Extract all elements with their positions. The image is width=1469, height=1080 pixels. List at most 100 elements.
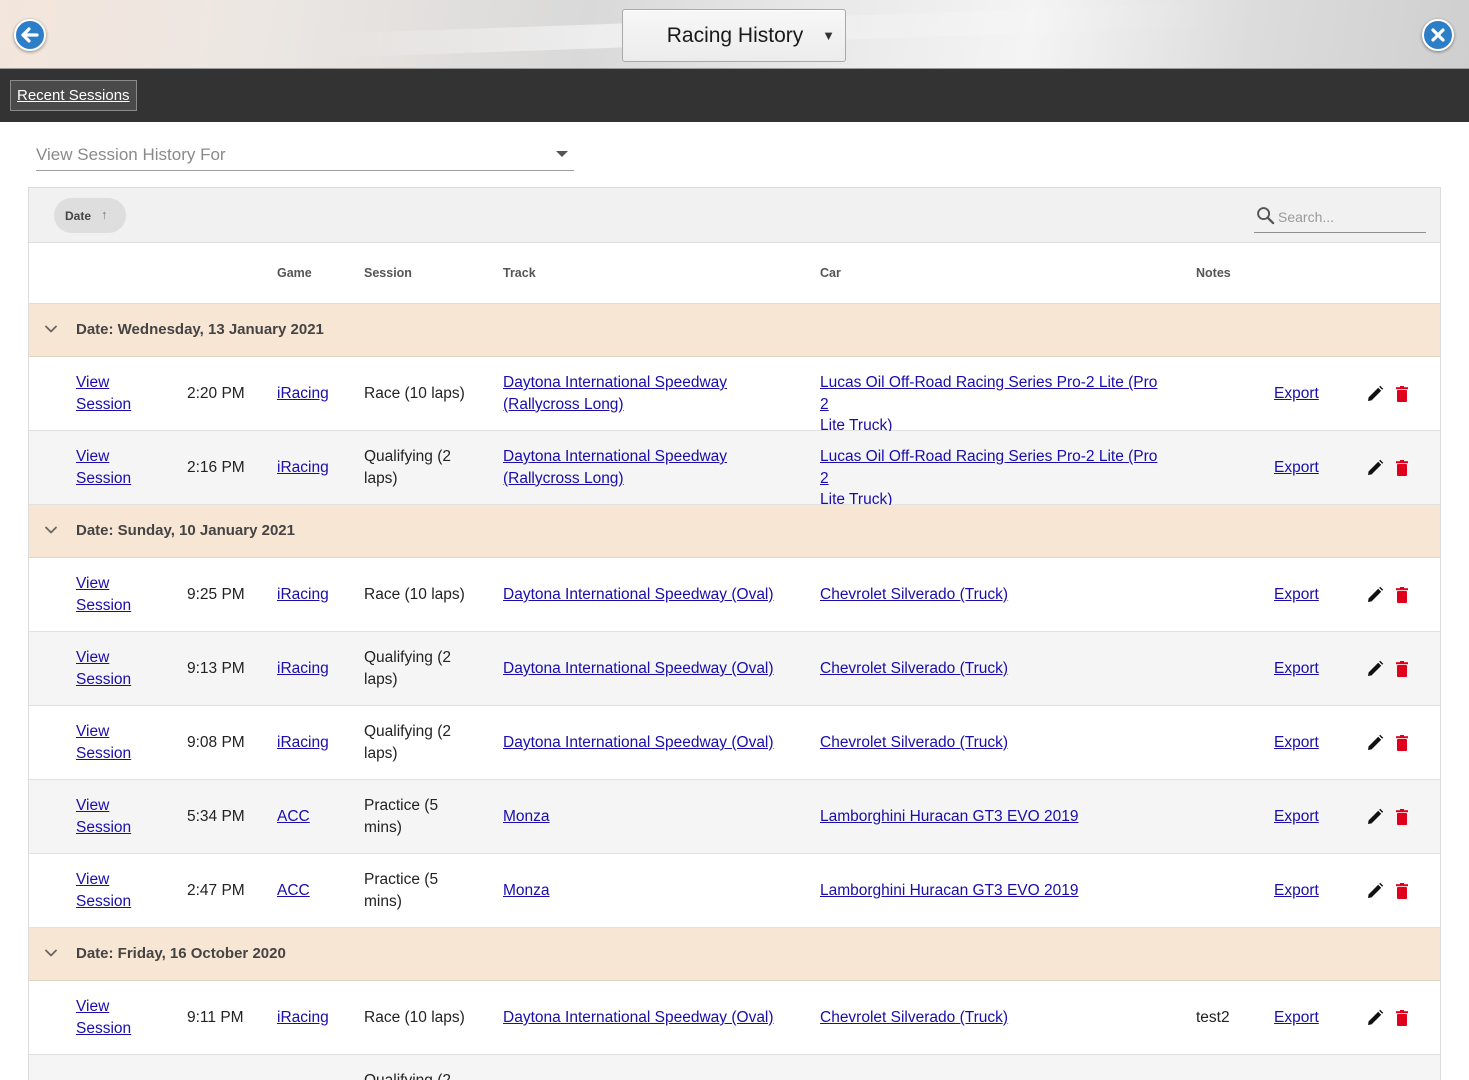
close-button[interactable]: [1422, 19, 1454, 51]
pencil-icon[interactable]: [1366, 1009, 1384, 1027]
game-link[interactable]: iRacing: [277, 385, 329, 402]
back-button[interactable]: [14, 19, 46, 51]
table-row: View Session 9:11 PM iRacing Race (10 laps) D…: [29, 981, 1440, 1055]
game-link[interactable]: iRacing: [277, 660, 329, 677]
car-link[interactable]: Chevrolet Silverado (Truck): [820, 660, 1008, 677]
pencil-icon[interactable]: [1366, 660, 1384, 678]
car-link[interactable]: Lamborghini Huracan GT3 EVO 2019: [820, 882, 1078, 899]
trash-icon[interactable]: [1396, 1010, 1408, 1026]
session-time: 2:47 PM: [187, 882, 245, 899]
track-link[interactable]: Daytona International Speedway (Rallycros…: [503, 374, 727, 413]
date-group-header[interactable]: Date: Friday, 16 October 2020: [29, 928, 1440, 981]
sort-chip-date[interactable]: Date ↑: [54, 198, 126, 233]
car-link[interactable]: Chevrolet Silverado (Truck): [820, 734, 1008, 751]
view-session-link[interactable]: View Session: [76, 998, 131, 1037]
pencil-icon[interactable]: [1366, 586, 1384, 604]
view-session-cell: View Session: [76, 721, 146, 764]
trash-icon[interactable]: [1396, 883, 1408, 899]
pencil-icon[interactable]: [1366, 808, 1384, 826]
view-session-label-line1: View: [76, 998, 110, 1015]
trash-icon[interactable]: [1396, 386, 1408, 402]
session-history-filter-select[interactable]: View Session History For: [36, 140, 574, 171]
trash-icon[interactable]: [1396, 735, 1408, 751]
table-toolbar: Date ↑ Search...: [29, 188, 1440, 243]
game-link[interactable]: iRacing: [277, 734, 329, 751]
view-session-link[interactable]: View Session: [76, 575, 131, 614]
game-link[interactable]: ACC: [277, 808, 310, 825]
game-link[interactable]: iRacing: [277, 586, 329, 603]
trash-icon[interactable]: [1396, 460, 1408, 476]
game-link[interactable]: iRacing: [277, 459, 329, 476]
track-link[interactable]: Daytona International Speedway (Oval): [503, 734, 774, 751]
column-header-car[interactable]: Car: [820, 266, 841, 280]
session-type: Qualifying (2: [364, 1070, 489, 1080]
car-name-line1: Lucas Oil Off-Road Racing Series Pro-2 L…: [820, 448, 1158, 487]
export-link[interactable]: Export: [1274, 660, 1319, 677]
filter-placeholder: View Session History For: [36, 145, 226, 164]
pencil-icon[interactable]: [1366, 882, 1384, 900]
tab-recent-sessions[interactable]: Recent Sessions: [10, 80, 137, 111]
column-header-session[interactable]: Session: [364, 266, 412, 280]
table-header-row: Game Session Track Car Notes: [29, 243, 1440, 304]
session-type-line2: mins): [364, 892, 402, 910]
table-row: View Session 9:13 PM iRacing Qualifying (2 la…: [29, 632, 1440, 706]
track-cell: Monza: [503, 880, 803, 902]
view-session-link[interactable]: View Session: [76, 448, 131, 487]
pencil-icon[interactable]: [1366, 734, 1384, 752]
export-link[interactable]: Export: [1274, 734, 1319, 751]
car-name-line1: Lamborghini Huracan GT3 EVO 2019: [820, 882, 1079, 899]
car-link[interactable]: Chevrolet Silverado (Truck): [820, 1009, 1008, 1026]
export-link[interactable]: Export: [1274, 459, 1319, 476]
session-time: 5:34 PM: [187, 808, 245, 825]
table-row: View Session 2:47 PM ACC Practice (5 mins) Mon…: [29, 854, 1440, 928]
track-link[interactable]: Daytona International Speedway (Oval): [503, 660, 774, 677]
date-group-header[interactable]: Date: Sunday, 10 January 2021: [29, 505, 1440, 558]
pencil-icon[interactable]: [1366, 385, 1384, 403]
page-title-select[interactable]: Racing History ▼: [622, 9, 846, 62]
view-session-cell: View Session: [76, 869, 146, 912]
column-header-notes[interactable]: Notes: [1196, 266, 1231, 280]
view-session-label-line2: Session: [76, 744, 132, 762]
view-session-label-line2: Session: [76, 818, 132, 836]
session-type: Qualifying (2 laps): [364, 647, 489, 690]
track-name-line2: (Rallycross Long): [503, 395, 624, 413]
export-cell: Export: [1274, 880, 1334, 902]
search-icon: [1257, 207, 1275, 225]
export-link[interactable]: Export: [1274, 385, 1319, 402]
session-type-line2: laps): [364, 744, 398, 762]
search-input[interactable]: Search...: [1254, 205, 1426, 233]
game-cell: iRacing: [277, 457, 357, 479]
table-row: View Session 5:34 PM ACC Practice (5 mins) Mon…: [29, 780, 1440, 854]
car-name-line1: Chevrolet Silverado (Truck): [820, 734, 1009, 751]
view-session-link[interactable]: View Session: [76, 723, 131, 762]
car-link[interactable]: Lucas Oil Off-Road Racing Series Pro-2 L…: [820, 374, 1157, 434]
export-link[interactable]: Export: [1274, 1009, 1319, 1026]
view-session-link[interactable]: View Session: [76, 797, 131, 836]
trash-icon[interactable]: [1396, 587, 1408, 603]
track-link[interactable]: Daytona International Speedway (Oval): [503, 586, 774, 603]
column-header-track[interactable]: Track: [503, 266, 536, 280]
date-group-header[interactable]: Date: Wednesday, 13 January 2021: [29, 304, 1440, 357]
game-link[interactable]: ACC: [277, 882, 310, 899]
track-link[interactable]: Daytona International Speedway (Oval): [503, 1009, 774, 1026]
export-link[interactable]: Export: [1274, 882, 1319, 899]
view-session-link[interactable]: View Session: [76, 374, 131, 413]
car-link[interactable]: Chevrolet Silverado (Truck): [820, 586, 1008, 603]
pencil-icon[interactable]: [1366, 459, 1384, 477]
car-link[interactable]: Lucas Oil Off-Road Racing Series Pro-2 L…: [820, 448, 1157, 508]
export-link[interactable]: Export: [1274, 808, 1319, 825]
track-name-line1: Monza: [503, 882, 550, 899]
track-link[interactable]: Monza: [503, 882, 550, 899]
track-cell: Daytona International Speedway (Oval): [503, 732, 803, 754]
track-link[interactable]: Daytona International Speedway (Rallycros…: [503, 448, 727, 487]
car-link[interactable]: Lamborghini Huracan GT3 EVO 2019: [820, 808, 1078, 825]
view-session-label-line2: Session: [76, 1019, 132, 1037]
trash-icon[interactable]: [1396, 809, 1408, 825]
export-link[interactable]: Export: [1274, 586, 1319, 603]
view-session-link[interactable]: View Session: [76, 649, 131, 688]
column-header-game[interactable]: Game: [277, 266, 312, 280]
track-link[interactable]: Monza: [503, 808, 550, 825]
trash-icon[interactable]: [1396, 661, 1408, 677]
game-link[interactable]: iRacing: [277, 1009, 329, 1026]
view-session-link[interactable]: View Session: [76, 871, 131, 910]
